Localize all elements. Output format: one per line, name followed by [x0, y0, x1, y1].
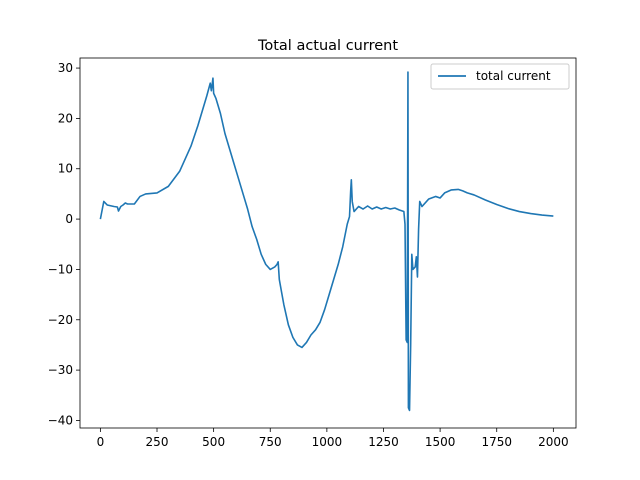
plot-area-frame: [79, 57, 577, 429]
y-tick-label: −20: [48, 313, 73, 327]
y-tick-label: 0: [65, 212, 73, 226]
legend-label-total-current: total current: [476, 69, 551, 83]
x-tick-label: 750: [259, 435, 282, 449]
y-tick-label: 10: [58, 162, 73, 176]
y-tick-label: 30: [58, 61, 73, 75]
x-tick-label: 1250: [368, 435, 399, 449]
series-line-total-current: [99, 71, 554, 412]
y-tick-label: −30: [48, 363, 73, 377]
legend: total current: [430, 63, 570, 90]
x-tick-label: 500: [202, 435, 225, 449]
y-tick-label: 20: [58, 111, 73, 125]
y-tick-label: −10: [48, 262, 73, 276]
legend-box: [430, 63, 570, 90]
x-tick-label: 250: [146, 435, 169, 449]
x-tick-label: 1000: [312, 435, 343, 449]
x-tick-label: 1500: [425, 435, 456, 449]
y-tick-label: −40: [48, 413, 73, 427]
x-tick-label: 1750: [481, 435, 512, 449]
chart-title: Total actual current: [257, 38, 398, 54]
x-tick-label: 0: [97, 435, 105, 449]
x-tick-label: 2000: [538, 435, 569, 449]
